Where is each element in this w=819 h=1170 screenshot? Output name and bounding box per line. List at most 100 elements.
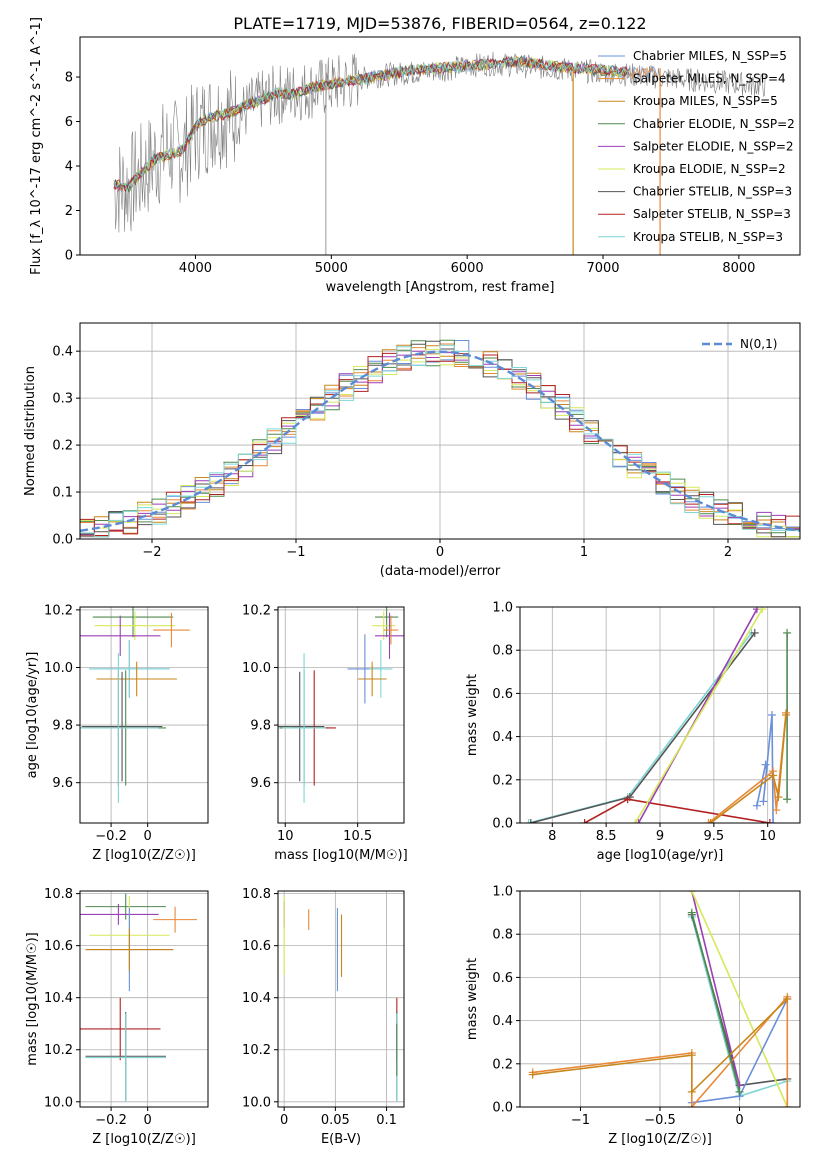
y-tick-label: 1.0: [492, 885, 513, 900]
y-tick-label: 0.0: [492, 1101, 513, 1116]
y-tick-label: 9.6: [52, 776, 73, 791]
y-tick-label: 0.8: [492, 644, 513, 659]
y-tick-label: 10.0: [44, 661, 73, 676]
legend-label: Chabrier MILES, N_SSP=5: [633, 49, 787, 63]
y-tick-label: 0.2: [492, 1057, 513, 1072]
y-tick-label: 0.4: [492, 730, 513, 745]
y-tick-label: 0.3: [52, 392, 73, 407]
x-tick-label: 0: [735, 1113, 743, 1128]
y-tick-label: 10.0: [44, 1095, 73, 1110]
axes-frame: [519, 890, 801, 1108]
histogram-step-line: [80, 344, 800, 538]
y-tick-label: 10.6: [242, 939, 271, 954]
spectrum-plot: 4000 5000 6000 7000 8000 0 2 4 6 8 wavelength [Ang…: [29, 17, 801, 295]
x-axis-label: mass [log10(M/M☉)]: [274, 848, 407, 863]
weight-line: [707, 712, 787, 823]
plot-area: [80, 893, 198, 1102]
x-tick-label: 10.5: [343, 829, 372, 844]
y-axis-label: mass weight: [465, 674, 480, 756]
y-tick-label: 0.6: [492, 687, 513, 702]
legend-label: N(0,1): [740, 337, 777, 351]
axes-frame: [79, 890, 209, 1108]
weight-line: [710, 714, 787, 823]
y-tick-label: 0.4: [492, 1014, 513, 1029]
legend-label: Kroupa MILES, N_SSP=5: [633, 94, 778, 108]
y-tick-label: 10.2: [242, 603, 271, 618]
weight-line: [691, 891, 789, 1107]
y-tick-label: 0.0: [492, 817, 513, 832]
y-tick-label: 0.2: [492, 773, 513, 788]
y-tick-label: 10.2: [44, 603, 73, 618]
x-tick-label: −0.2: [95, 1113, 127, 1128]
legend: N(0,1): [702, 337, 777, 351]
y-tick-label: 10.8: [44, 887, 73, 902]
y-tick-label: 10.4: [44, 991, 73, 1006]
x-axis-label: wavelength [Angstrom, rest frame]: [326, 280, 555, 295]
x-axis-label: Z [log10(Z/Z☉)]: [92, 1132, 196, 1147]
axes-frame: [79, 606, 209, 824]
x-tick-label: 4000: [179, 261, 212, 276]
x-tick-label: −0.5: [644, 1113, 676, 1128]
y-tick-label: 0.0: [52, 533, 73, 548]
weight-line: [691, 912, 741, 1093]
histogram-step-line: [80, 348, 800, 538]
x-tick-label: 5000: [315, 261, 348, 276]
histogram-step-line: [80, 352, 800, 536]
weight-line: [637, 608, 758, 823]
axes-frame: [519, 606, 801, 824]
x-tick-label: −2: [142, 545, 161, 560]
legend-label: Kroupa STELIB, N_SSP=3: [633, 230, 783, 244]
mass-vs-metallicity-plot: −0.2 0 10.0 10.2 10.4 10.6 10.8 Z [log10(Z/Z☉)]…: [25, 887, 209, 1147]
y-tick-label: 0.8: [492, 928, 513, 943]
axes-frame: [79, 36, 801, 256]
x-tick-label: 0: [280, 1113, 288, 1128]
weight-vs-age-plot: 8 8.5 9 9.5 10 0.0 0.2 0.4 0.6 0.8 1.0 age [log10(a…: [465, 601, 801, 863]
y-tick-label: 0.1: [52, 486, 73, 501]
y-tick-label: 10.0: [242, 1095, 271, 1110]
legend-label: Salpeter ELODIE, N_SSP=2: [633, 139, 794, 153]
y-tick-label: 9.8: [52, 719, 73, 734]
y-tick-label: 10.8: [242, 887, 271, 902]
weight-line: [532, 994, 789, 1107]
normal-curve-line: [80, 350, 800, 532]
y-tick-label: 10.0: [242, 661, 271, 676]
model-spectrum-line: [113, 56, 630, 193]
y-axis-label: age [log10(age/yr)]: [25, 652, 40, 779]
x-tick-label: 9.5: [704, 829, 725, 844]
y-tick-label: 0.6: [492, 971, 513, 986]
x-tick-label: 6000: [451, 261, 484, 276]
weight-line: [532, 998, 788, 1094]
weight-line: [634, 608, 763, 823]
y-tick-label: 10.6: [44, 939, 73, 954]
plot-area: [80, 339, 800, 538]
page-title: PLATE=1719, MJD=53876, FIBERID=0564, z=0…: [233, 14, 646, 33]
y-tick-label: 10.2: [242, 1043, 271, 1058]
plot-area: [113, 51, 767, 255]
x-tick-label: 0: [436, 545, 444, 560]
observed-spectrum-line: [113, 51, 767, 233]
y-tick-label: 4: [65, 160, 73, 175]
x-tick-label: 7000: [586, 261, 619, 276]
legend-label: Kroupa ELODIE, N_SSP=2: [633, 162, 786, 176]
weight-line: [528, 632, 753, 823]
plot-area: [524, 607, 792, 823]
x-tick-label: 0.05: [321, 1113, 350, 1128]
x-axis-label: (data-model)/error: [380, 564, 501, 579]
x-tick-label: 8.5: [596, 829, 617, 844]
x-tick-label: −1: [571, 1113, 590, 1128]
plot-area: [80, 607, 190, 803]
x-tick-label: 8: [548, 829, 556, 844]
y-tick-label: 10.2: [44, 1043, 73, 1058]
legend-label: Chabrier ELODIE, N_SSP=2: [633, 117, 795, 131]
legend-label: Salpeter MILES, N_SSP=4: [633, 72, 786, 86]
y-axis-label: mass [log10(M/M☉)]: [25, 932, 40, 1065]
x-tick-label: 0: [144, 1113, 152, 1128]
axes-frame: [277, 890, 405, 1108]
x-tick-label: 0: [144, 829, 152, 844]
legend-label: Chabrier STELIB, N_SSP=3: [633, 185, 792, 199]
y-tick-label: 2: [65, 204, 73, 219]
age-vs-metallicity-plot: −0.2 0 9.6 9.8 10.0 10.2 Z [log10(Z/Z☉)] age [l…: [25, 603, 209, 863]
weight-line: [584, 798, 770, 823]
mass-vs-ebv-plot: 0 0.05 0.1 10.0 10.2 10.4 10.6 10.8 E(B-V): [242, 887, 405, 1147]
x-tick-label: 8000: [722, 261, 755, 276]
